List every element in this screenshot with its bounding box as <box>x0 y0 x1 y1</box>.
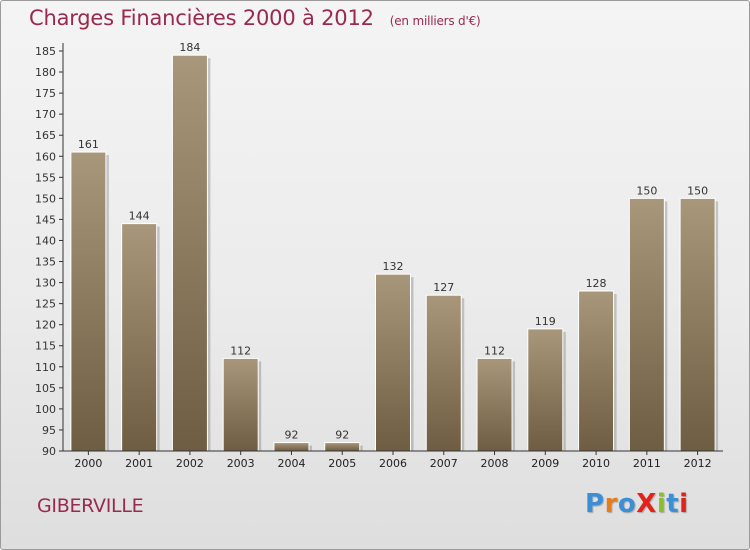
data-labels: 161 144 184 112 92 92 132 127 112 119 128 150 150 <box>78 41 708 441</box>
data-label-2003: 112 <box>230 344 251 357</box>
data-label-2005: 92 <box>335 429 349 442</box>
y-tick-label: 150 <box>35 192 56 205</box>
x-tick-label: 2001 <box>125 457 153 470</box>
logo-letter: X <box>636 489 657 519</box>
y-tick-label: 125 <box>35 298 56 311</box>
data-label-2000: 161 <box>78 138 99 151</box>
y-tick-label: 90 <box>42 445 56 458</box>
data-label-2002: 184 <box>179 41 200 54</box>
data-label-2012: 150 <box>687 184 708 197</box>
logo-letter: i <box>679 489 689 519</box>
y-tick-label: 95 <box>42 424 56 437</box>
x-tick-label: 2010 <box>582 457 610 470</box>
bar-2011 <box>628 197 665 452</box>
x-tick-label: 2011 <box>633 457 661 470</box>
logo-letter: o <box>617 489 637 519</box>
data-label-2010: 128 <box>586 277 607 290</box>
bar-2001 <box>121 223 158 452</box>
y-tick-label: 185 <box>35 45 56 58</box>
data-label-2008: 112 <box>484 344 505 357</box>
x-tick-label: 2006 <box>379 457 407 470</box>
logo-letter: r <box>604 489 618 519</box>
x-tick-label: 2000 <box>74 457 102 470</box>
data-label-2004: 92 <box>284 429 298 442</box>
y-tick-label: 165 <box>35 129 56 142</box>
bar-2003 <box>222 357 259 452</box>
y-tick-label: 170 <box>35 108 56 121</box>
bar-2005 <box>324 442 361 452</box>
bar-2002 <box>171 54 208 452</box>
x-tick-label: 2008 <box>481 457 509 470</box>
bar-2007 <box>425 294 462 452</box>
logo-letter: P <box>585 489 605 519</box>
bar-2010 <box>578 290 615 452</box>
proxiti-logo: ProXiti <box>585 489 689 519</box>
data-label-2007: 127 <box>433 281 454 294</box>
x-tick-label: 2009 <box>531 457 559 470</box>
x-tick-label: 2002 <box>176 457 204 470</box>
y-tick-label: 110 <box>35 361 56 374</box>
logo-letter: t <box>666 489 680 519</box>
bar-2006 <box>375 273 411 452</box>
bar-2009 <box>527 328 564 452</box>
y-tick-label: 135 <box>35 256 56 269</box>
data-label-2001: 144 <box>129 210 150 223</box>
data-label-2006: 132 <box>383 260 404 273</box>
x-tick-label: 2004 <box>277 457 305 470</box>
bar-2012 <box>679 197 716 452</box>
title-text: Charges Financières 2000 à 2012 <box>29 6 374 30</box>
x-tick-label: 2012 <box>684 457 712 470</box>
chart-title: Charges Financières 2000 à 2012 (en milli… <box>29 6 481 30</box>
x-tick-label: 2005 <box>328 457 356 470</box>
data-label-2011: 150 <box>636 184 657 197</box>
bars <box>70 54 716 452</box>
y-tick-label: 160 <box>35 150 56 163</box>
y-tick-label: 155 <box>35 171 56 184</box>
x-tick-label: 2007 <box>430 457 458 470</box>
bar-2008 <box>476 357 513 452</box>
y-tick-label: 100 <box>35 403 56 416</box>
bar-2004 <box>273 442 310 452</box>
y-tick-label: 175 <box>35 87 56 100</box>
y-tick-label: 115 <box>35 340 56 353</box>
logo-letter: i <box>656 489 667 519</box>
y-tick-label: 130 <box>35 277 56 290</box>
y-tick-label: 180 <box>35 66 56 79</box>
x-tick-label: 2003 <box>227 457 255 470</box>
y-tick-label: 145 <box>35 213 56 226</box>
y-tick-label: 140 <box>35 234 56 247</box>
bar-2000 <box>70 151 107 452</box>
axes: 2000 2001 2002 2003 2004 2005 2006 2007 2008 2009… <box>35 43 723 470</box>
y-tick-label: 105 <box>35 382 56 395</box>
place-name: GIBERVILLE <box>37 495 144 517</box>
unit-label: (en milliers d'€) <box>389 14 481 28</box>
data-label-2009: 119 <box>535 315 556 328</box>
y-tick-label: 120 <box>35 319 56 332</box>
